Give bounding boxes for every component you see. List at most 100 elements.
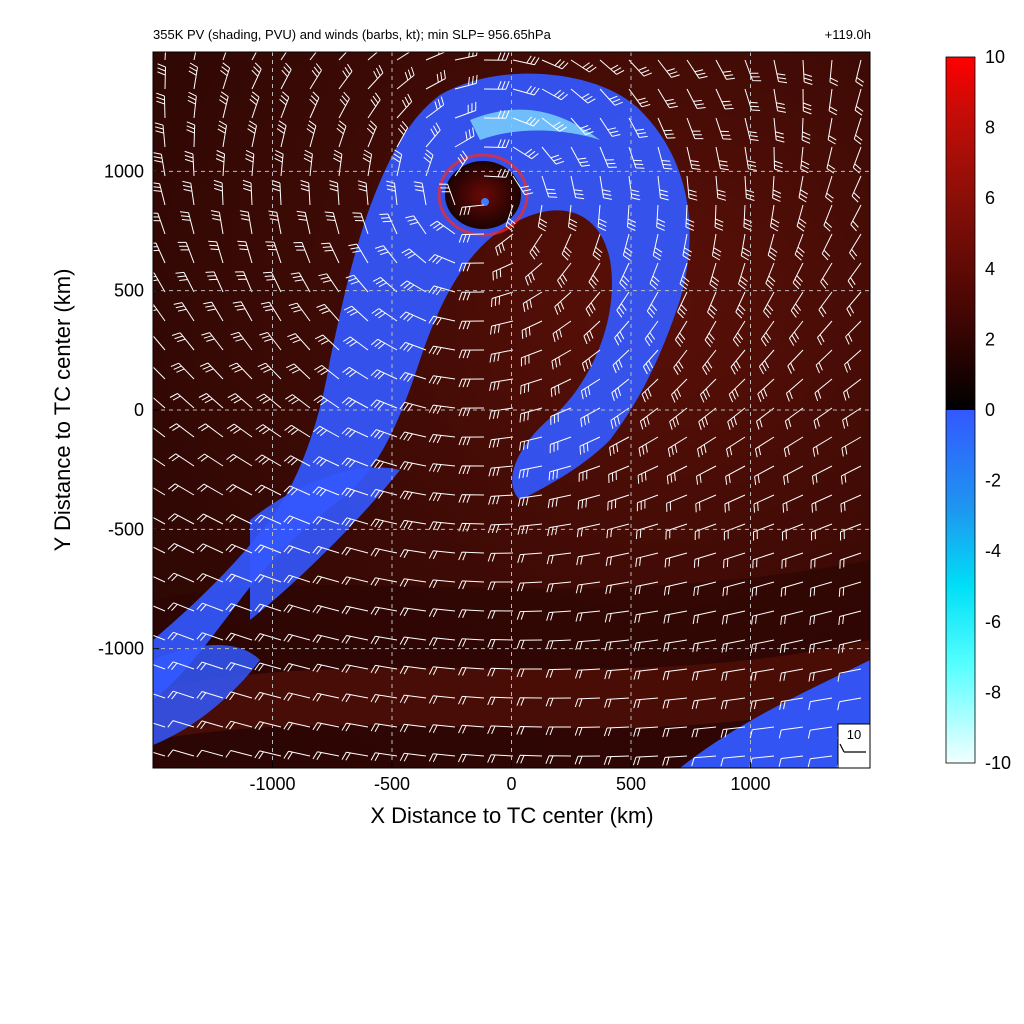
wind-barb xyxy=(783,465,804,485)
wind-barb xyxy=(196,543,224,554)
wind-barb xyxy=(254,691,282,701)
y-tick-label: 1000 xyxy=(104,161,144,181)
wind-barb xyxy=(318,273,340,293)
wind-barb xyxy=(153,487,166,496)
wind-barb xyxy=(265,241,282,264)
wind-barb xyxy=(633,726,659,737)
wind-barb xyxy=(546,610,572,621)
wind-barb xyxy=(779,697,804,710)
wind-barb xyxy=(276,120,287,148)
colorbar-tick-label: 10 xyxy=(985,47,1005,67)
wind-barb xyxy=(520,378,543,395)
wind-barb xyxy=(599,117,621,137)
wind-barb xyxy=(168,483,195,496)
colorbar: 10 8 6 4 2 0 -2 -4 -6 -8 -10 xyxy=(945,47,1011,773)
wind-barb xyxy=(428,375,456,385)
colorbar-tick-label: 4 xyxy=(985,259,995,279)
wind-barb xyxy=(547,494,572,509)
wind-barb xyxy=(529,233,543,260)
wind-barb xyxy=(720,755,746,767)
wind-barb xyxy=(428,434,456,444)
wind-barb xyxy=(657,146,673,170)
wind-barb xyxy=(483,81,510,90)
wind-barb xyxy=(635,552,659,567)
wind-barb xyxy=(314,334,340,351)
wind-barb xyxy=(753,494,775,513)
wind-barb xyxy=(545,639,572,650)
wind-barb xyxy=(820,262,833,289)
wind-barb xyxy=(575,668,601,679)
wind-barb xyxy=(751,610,775,625)
wind-barb xyxy=(313,395,340,409)
wind-barb xyxy=(153,693,166,699)
wind-barb xyxy=(428,608,456,618)
wind-barb xyxy=(516,726,543,735)
wind-barb xyxy=(840,465,862,485)
colorbar-tick-label: -8 xyxy=(985,682,1001,702)
wind-barb xyxy=(487,696,514,706)
wind-barb xyxy=(242,179,253,206)
wind-barb xyxy=(599,175,612,200)
wind-barb xyxy=(196,513,224,525)
wind-barb xyxy=(255,424,282,438)
wind-barb xyxy=(487,725,514,735)
wind-barb xyxy=(370,606,398,616)
wind-barb xyxy=(153,751,166,757)
wind-barb xyxy=(268,210,282,235)
wind-barb xyxy=(429,220,456,235)
wind-barb xyxy=(153,303,166,322)
wind-barb xyxy=(173,302,195,322)
wind-barb xyxy=(657,175,669,201)
wind-barb xyxy=(399,341,427,352)
wind-barb xyxy=(399,311,427,322)
wind-barb xyxy=(815,349,833,374)
wind-barb xyxy=(744,59,762,82)
wind-barb xyxy=(428,550,456,560)
wind-barb xyxy=(487,639,514,648)
wind-barb xyxy=(345,274,369,293)
reference-barb-label: 10 xyxy=(847,727,861,742)
wind-barb xyxy=(153,634,166,641)
wind-barb xyxy=(428,724,456,734)
wind-barb xyxy=(303,149,313,177)
wind-barb xyxy=(488,407,514,420)
wind-barb xyxy=(225,573,253,583)
wind-barb xyxy=(853,117,863,145)
wind-barb xyxy=(840,523,862,541)
wind-barb xyxy=(843,378,862,401)
wind-barb xyxy=(487,552,514,562)
wind-barb xyxy=(599,59,625,75)
wind-barb xyxy=(357,180,369,206)
wind-barb xyxy=(454,74,478,90)
x-axis-label: X Distance to TC center (km) xyxy=(370,803,653,828)
wind-barb xyxy=(575,610,601,622)
wind-barb xyxy=(570,88,596,104)
colorbar-tick-label: 8 xyxy=(985,118,995,138)
wind-barb xyxy=(576,523,601,538)
wind-barb xyxy=(341,722,369,732)
wind-barb xyxy=(826,146,836,174)
wind-barb xyxy=(692,610,717,625)
wind-barbs xyxy=(153,52,864,768)
wind-barb xyxy=(249,91,260,119)
reference-barb-mark xyxy=(839,743,866,753)
wind-barb xyxy=(201,332,224,351)
wind-barb xyxy=(634,610,659,624)
wind-barb xyxy=(399,372,427,382)
wind-barb xyxy=(666,494,688,512)
wind-barb xyxy=(312,751,340,761)
wind-barb xyxy=(692,639,717,653)
wind-barb xyxy=(606,523,630,539)
wind-barb xyxy=(372,276,398,293)
x-tick-label: 0 xyxy=(506,774,516,794)
wind-barb xyxy=(512,55,540,66)
wind-barb xyxy=(642,349,659,375)
wind-barb xyxy=(823,204,833,232)
wind-barb xyxy=(665,523,688,540)
wind-barb xyxy=(286,363,311,380)
wind-barb xyxy=(399,431,427,442)
wind-barb xyxy=(599,88,623,106)
wind-barb xyxy=(156,92,166,119)
wind-barb xyxy=(704,320,717,348)
